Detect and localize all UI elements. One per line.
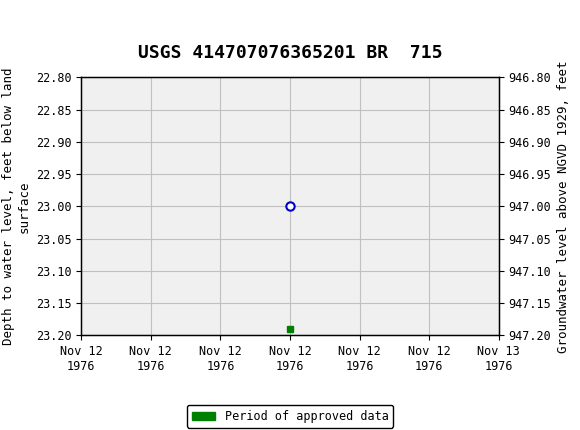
Legend: Period of approved data: Period of approved data — [187, 405, 393, 427]
Y-axis label: Groundwater level above NGVD 1929, feet: Groundwater level above NGVD 1929, feet — [557, 60, 570, 353]
FancyBboxPatch shape — [3, 4, 55, 47]
Text: ≡USGS: ≡USGS — [6, 16, 93, 36]
Y-axis label: Depth to water level, feet below land
surface: Depth to water level, feet below land su… — [2, 68, 30, 345]
Text: USGS 414707076365201 BR  715: USGS 414707076365201 BR 715 — [138, 44, 442, 62]
Text: ≋USGS: ≋USGS — [3, 16, 66, 36]
